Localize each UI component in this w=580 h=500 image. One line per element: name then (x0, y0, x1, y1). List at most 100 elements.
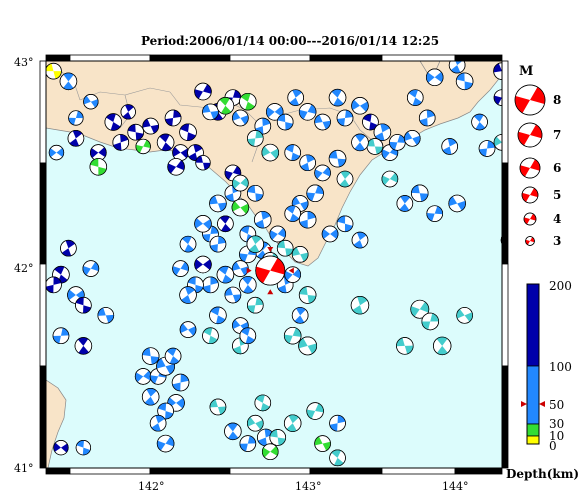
earthquake-event (232, 260, 249, 277)
frame-bar (501, 60, 509, 164)
frame-bar (69, 467, 151, 475)
lon-label-142: 142° (138, 480, 165, 493)
earthquake-event (216, 265, 235, 284)
frame-bar (501, 162, 509, 265)
earthquake-event (284, 144, 301, 161)
earthquake-event (59, 72, 78, 91)
earthquake-event (471, 113, 488, 131)
frame-bar (39, 162, 47, 265)
earthquake-event (149, 414, 167, 432)
earthquake-event (456, 307, 473, 324)
earthquake-event (373, 123, 392, 141)
earthquake-event (329, 449, 346, 467)
earthquake-event (328, 88, 347, 107)
depth-label-10: 10 (549, 429, 564, 443)
earthquake-event (493, 134, 502, 151)
earthquake-event (83, 94, 99, 110)
earthquake-event (336, 109, 354, 127)
earthquake-event (381, 170, 399, 188)
lat-label-42: 42° (14, 262, 34, 275)
earthquake-event (265, 103, 284, 121)
magnitude-legend-symbol (525, 236, 535, 246)
earthquake-event (254, 210, 272, 229)
lon-label-143: 143° (295, 480, 322, 493)
earthquake-event (142, 117, 159, 135)
magnitude-legend-label: 6 (553, 161, 561, 175)
frame-bar (381, 54, 456, 62)
earthquake-event (157, 402, 174, 420)
earthquake-events (46, 61, 502, 467)
earthquake-event (314, 113, 331, 131)
earthquake-event (135, 138, 151, 155)
earthquake-event (164, 109, 182, 127)
frame-bar (149, 467, 231, 475)
earthquake-event (127, 123, 145, 141)
earthquake-event (217, 215, 234, 233)
magnitude-legend-symbol (523, 212, 537, 226)
frame-bar (309, 54, 383, 62)
magnitude-legend-label: 8 (553, 93, 561, 107)
earthquake-event (156, 133, 175, 152)
earthquake-event (441, 138, 458, 155)
depth-marker-right (539, 401, 545, 407)
earthquake-event (120, 104, 136, 120)
earthquake-event (112, 134, 130, 151)
earthquake-event (209, 194, 227, 213)
earthquake-event (493, 89, 502, 106)
earthquake-event (276, 113, 294, 131)
depth-marker-left (521, 401, 527, 407)
earthquake-event (328, 149, 347, 168)
earthquake-event (493, 62, 502, 80)
earthquake-event (403, 130, 421, 147)
frame-bar (39, 60, 47, 164)
magnitude-legend-symbol (517, 122, 543, 148)
earthquake-event (202, 276, 219, 294)
frame-bar (229, 54, 311, 62)
earthquake-event (410, 299, 430, 319)
earthquake-event (269, 429, 287, 446)
earthquake-event (321, 225, 339, 243)
earthquake-event (74, 337, 93, 355)
earthquake-event (171, 373, 190, 392)
earthquake-event (455, 72, 474, 91)
earthquake-event (283, 326, 302, 345)
earthquake-event (396, 195, 414, 212)
mainshock-marker (288, 267, 294, 274)
earthquake-event (426, 205, 444, 222)
mainshock-marker (267, 289, 274, 295)
earthquake-event (406, 89, 424, 106)
frame-bar (45, 54, 71, 62)
earthquake-event (224, 286, 242, 304)
frame-bar (229, 467, 311, 475)
depth-label-50: 50 (549, 398, 564, 412)
earthquake-event (194, 255, 212, 274)
magnitude-legend-label: 7 (553, 128, 561, 142)
magnitude-legend-heading: M (519, 64, 533, 79)
frame-bar (454, 467, 503, 475)
latitude-labels: 43° 42° 41° (14, 56, 34, 475)
earthquake-event (48, 144, 65, 161)
earthquake-event (46, 276, 62, 294)
earthquake-event (257, 428, 275, 447)
earthquake-event (239, 276, 257, 294)
depth-legend: 200 100 50 30 10 0 Depth(km) (506, 279, 579, 481)
earthquake-event (247, 414, 264, 432)
depth-label-30: 30 (549, 417, 564, 431)
map-border (45, 60, 503, 469)
earthquake-event (448, 194, 466, 213)
earthquake-event (239, 435, 257, 452)
earthquake-event (351, 97, 369, 115)
earthquake-event (350, 296, 370, 315)
earthquake-event (411, 184, 429, 203)
frame-bar (454, 54, 503, 62)
earthquake-event (254, 394, 272, 412)
earthquake-event (287, 89, 304, 106)
earthquake-event (298, 210, 317, 229)
earthquake-event (389, 134, 406, 151)
earthquake-event (261, 143, 280, 162)
lat-label-43: 43° (14, 56, 34, 69)
earthquake-event (336, 215, 354, 233)
magnitude-legend-symbol (519, 157, 541, 179)
earthquake-event (97, 307, 115, 324)
earthquake-event (239, 327, 257, 345)
